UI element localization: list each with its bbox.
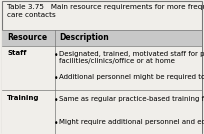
Text: •: • <box>54 74 59 83</box>
Text: •: • <box>54 119 59 128</box>
Text: •: • <box>54 96 59 105</box>
Text: Description: Description <box>59 33 109 42</box>
Text: Same as regular practice-based training for health v: Same as regular practice-based training … <box>59 96 204 102</box>
Text: Might require additional personnel and education o: Might require additional personnel and e… <box>59 119 204 125</box>
Text: Additional personnel might be required to conduct: Additional personnel might be required t… <box>59 74 204 80</box>
Text: Staff: Staff <box>7 50 27 56</box>
Text: Training: Training <box>7 95 40 101</box>
Text: Table 3.75   Main resource requirements for more frequent c
care contacts: Table 3.75 Main resource requirements fo… <box>7 4 204 18</box>
Text: Designated, trained, motivated staff for postnatal c
facilities/clinics/office o: Designated, trained, motivated staff for… <box>59 51 204 64</box>
Bar <box>2 90 202 134</box>
Text: •: • <box>54 51 59 60</box>
Bar <box>2 30 202 46</box>
Bar <box>2 46 202 90</box>
Text: Resource: Resource <box>7 33 47 42</box>
